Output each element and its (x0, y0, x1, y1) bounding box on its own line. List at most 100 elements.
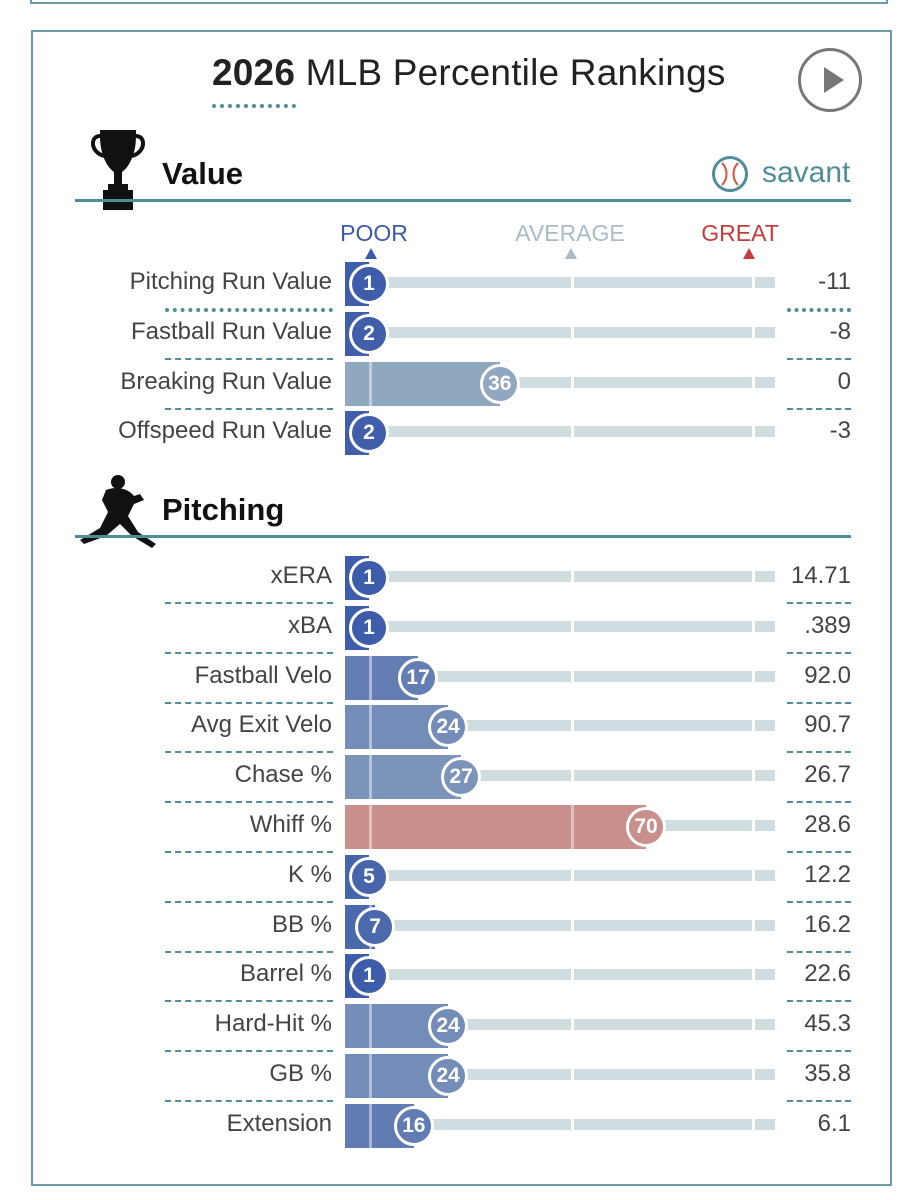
metric-value: 12.2 (804, 860, 851, 888)
row-separator (165, 1100, 333, 1102)
percentile-track (345, 426, 775, 438)
row-separator (787, 851, 851, 853)
row-separator (787, 900, 851, 903)
row-separator (165, 1050, 333, 1053)
bar-tick (369, 805, 372, 849)
track-tick (571, 571, 574, 582)
track-tick (752, 770, 755, 782)
metric-row: Extension 16 6.1 (0, 1103, 922, 1148)
metric-value: 28.6 (804, 811, 851, 838)
row-separator (165, 1000, 333, 1003)
pitching-section-rule (75, 535, 851, 538)
metric-value: 45.3 (804, 1010, 851, 1038)
scale-label-average: AVERAGE (515, 220, 625, 246)
metric-value: 16.2 (804, 910, 851, 938)
metric-value: 90.7 (804, 711, 851, 739)
track-tick (571, 720, 574, 732)
metric-value: 6.1 (817, 1109, 851, 1137)
track-tick (571, 376, 574, 388)
metric-label: xERA (270, 562, 332, 589)
track-tick (752, 969, 755, 981)
track-tick (571, 869, 574, 881)
track-tick (752, 1019, 755, 1031)
percentile-bubble: 2 (349, 313, 389, 354)
track-tick (571, 426, 574, 438)
metric-label: Fastball Run Value (131, 317, 332, 345)
row-separator (787, 1000, 851, 1003)
metric-label: Barrel % (239, 960, 332, 988)
metric-row: Breaking Run Value 36 0 (0, 361, 922, 406)
row-separator (165, 651, 333, 654)
row-separator (787, 1050, 851, 1053)
metric-label: GB % (269, 1060, 332, 1087)
metric-label: K % (287, 860, 332, 888)
top-card-edge (30, 0, 888, 4)
row-separator (787, 357, 851, 360)
track-tick (752, 820, 755, 831)
percentile-bubble: 17 (398, 657, 439, 698)
track-tick (752, 277, 755, 288)
metric-label: BB % (271, 910, 332, 938)
bar-tick (369, 1054, 372, 1098)
percentile-bubble: 1 (349, 607, 389, 648)
metric-label: Offspeed Run Value (118, 417, 332, 445)
metric-value: 26.7 (804, 761, 851, 789)
row-separator (165, 751, 333, 754)
track-tick (752, 326, 755, 338)
row-separator (787, 308, 851, 312)
row-separator (787, 407, 851, 410)
row-separator (165, 851, 333, 853)
metric-row: Avg Exit Velo 24 90.7 (0, 705, 922, 750)
track-tick (752, 1118, 755, 1130)
percentile-bubble: 70 (626, 807, 666, 847)
metric-row: GB % 24 35.8 (0, 1054, 922, 1098)
row-separator (165, 900, 333, 903)
bar-tick (571, 805, 574, 849)
savant-wordmark: savant (762, 156, 851, 189)
scale-label-great: GREAT (701, 220, 779, 246)
row-separator (165, 602, 333, 604)
metric-row: K % 5 12.2 (0, 854, 922, 899)
track-tick (571, 1069, 574, 1080)
track-tick (752, 919, 755, 931)
percentile-bubble: 24 (428, 707, 469, 748)
metric-label: Breaking Run Value (120, 367, 332, 395)
row-separator (787, 701, 851, 704)
metric-label: Extension (226, 1109, 332, 1137)
bar-tick (369, 361, 372, 406)
metric-row: Barrel % 1 22.6 (0, 954, 922, 999)
metric-row: Pitching Run Value 1 -11 (0, 262, 922, 306)
poor-arrow-icon (365, 248, 377, 259)
track-tick (752, 869, 755, 881)
track-tick (752, 720, 755, 732)
scale-label-poor: POOR (340, 220, 408, 246)
percentile-bubble: 36 (479, 363, 520, 404)
play-button[interactable] (798, 48, 862, 112)
percentile-bubble: 5 (349, 856, 389, 897)
track-tick (571, 277, 574, 288)
percentile-track (345, 277, 775, 288)
percentile-bubble: 1 (349, 264, 389, 304)
metric-row: xBA 1 .389 (0, 605, 922, 650)
metric-value: .389 (804, 611, 851, 639)
metric-row: Hard-Hit % 24 45.3 (0, 1004, 922, 1049)
metric-row: xERA 1 14.71 (0, 556, 922, 600)
metric-row: Chase % 27 26.7 (0, 755, 922, 800)
bar-tick (369, 705, 372, 750)
track-tick (752, 620, 755, 632)
baseball-icon (712, 156, 748, 192)
percentile-track (345, 620, 775, 632)
average-arrow-icon (565, 248, 577, 259)
track-tick (571, 620, 574, 632)
percentile-track (345, 326, 775, 338)
percentile-track (345, 969, 775, 981)
percentile-card (31, 30, 892, 1186)
row-separator (165, 308, 333, 312)
title-text: MLB Percentile Rankings (295, 52, 726, 93)
track-tick (752, 571, 755, 582)
track-tick (571, 326, 574, 338)
metric-value: -8 (829, 317, 851, 345)
track-tick (752, 376, 755, 388)
metric-value: -3 (829, 417, 851, 445)
percentile-track (345, 919, 775, 931)
